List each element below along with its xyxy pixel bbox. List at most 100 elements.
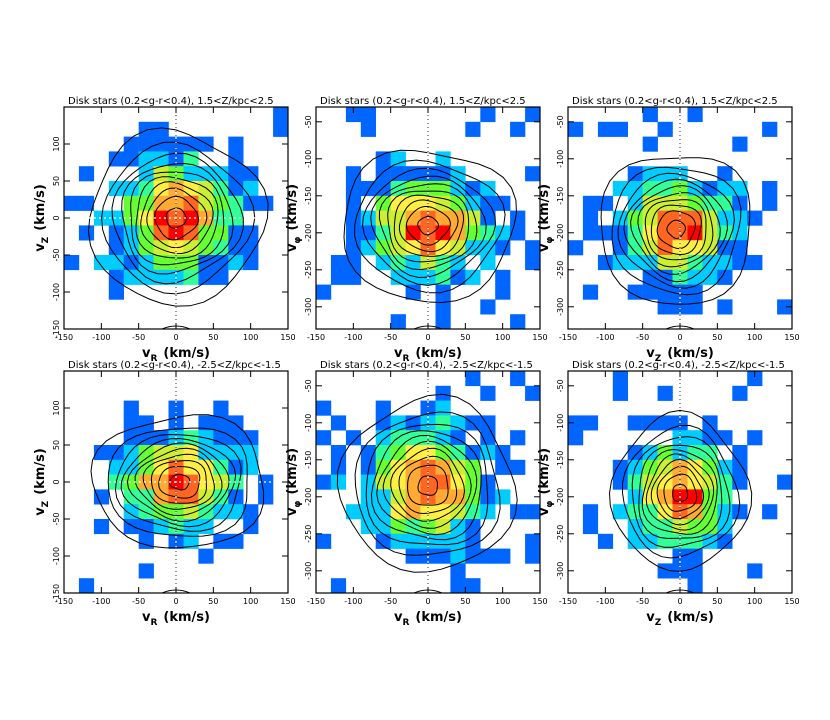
heatmap-cell — [597, 225, 614, 241]
heatmap-cell — [330, 255, 347, 271]
heatmap-cell — [345, 269, 362, 285]
heatmap-cell — [732, 210, 748, 226]
contour-line — [354, 159, 506, 294]
x-tick-label: 150 — [784, 333, 799, 342]
x-tick-label: -100 — [596, 333, 614, 342]
heatmap-cell — [375, 400, 391, 416]
heatmap-cell — [316, 533, 332, 549]
y-tick-label: -200 — [556, 488, 565, 506]
heatmap-cell — [702, 255, 718, 271]
panel-4: -150 -100 -50 0 50 100 150 -150 -100 -50 0 50 100 Dis… — [33, 360, 296, 628]
contour-line — [382, 440, 472, 529]
heatmap-cells — [316, 107, 541, 330]
heatmap-cell — [183, 136, 199, 152]
contour-lines — [90, 414, 265, 549]
heatmap-cell — [138, 240, 154, 256]
heatmap-cell — [108, 151, 124, 167]
heatmap-cell — [93, 489, 110, 505]
heatmap-cell — [330, 578, 347, 594]
x-axis-label: vZ (km/s) — [646, 346, 714, 364]
y-tick-label: 50 — [52, 440, 61, 450]
heatmap-cell — [138, 121, 154, 137]
heatmap-cell — [687, 578, 703, 594]
heatmap-cell — [405, 489, 421, 505]
heatmap-cell — [108, 240, 124, 256]
heatmap-cell — [687, 269, 703, 285]
heatmap-cell — [525, 504, 541, 520]
heatmap-cell — [153, 474, 169, 490]
heatmap-cell — [657, 240, 673, 256]
heatmap-cell — [360, 107, 376, 123]
contour-line — [398, 455, 458, 515]
heatmap-cell — [612, 459, 628, 475]
heatmap-cell — [627, 181, 643, 197]
y-tick-label: -300 — [556, 562, 565, 580]
heatmap-cell — [435, 210, 451, 226]
heatmap-cell — [360, 225, 376, 241]
heatmap-cell — [435, 181, 451, 197]
heatmap-cell — [243, 459, 259, 475]
heatmap-cell — [375, 255, 391, 271]
heatmap-cell — [183, 151, 199, 167]
x-tick-label: 100 — [243, 597, 258, 606]
contour-lines — [608, 409, 753, 572]
heatmap-cell — [375, 430, 391, 446]
x-axis-label-subscript: R — [402, 618, 409, 628]
heatmap-cell — [138, 489, 154, 505]
heatmap-cell — [510, 459, 526, 475]
heatmap-cell — [375, 533, 391, 549]
y-tick-label: -150 — [556, 451, 565, 469]
heatmap-cell — [612, 121, 628, 137]
x-tick-label: 0 — [677, 333, 682, 342]
heatmap-cell — [345, 240, 362, 256]
y-axis-label-unit: (km/s) — [537, 448, 552, 495]
heatmap-cell — [582, 415, 599, 431]
heatmap-cell — [717, 181, 733, 197]
heatmap-cell — [213, 255, 229, 271]
y-axis-label-subscript: φ — [293, 501, 303, 508]
contour-line — [407, 464, 449, 506]
contour-line — [354, 411, 501, 556]
heatmap-cell — [258, 489, 274, 505]
y-axis-label-symbol: v — [537, 243, 552, 252]
heatmap-cell — [183, 445, 199, 461]
contour-line — [370, 430, 482, 541]
heatmap-cell — [612, 255, 628, 271]
heatmap-cell — [762, 181, 778, 197]
y-tick-label: 50 — [52, 176, 61, 186]
heatmap-cell — [450, 578, 466, 594]
heatmap-cell — [687, 284, 703, 300]
heatmap-cell — [316, 430, 332, 446]
contour-line — [398, 199, 459, 253]
heatmap-cell — [687, 299, 703, 315]
heatmap-cell — [717, 255, 733, 271]
heatmap-cell — [213, 166, 229, 182]
y-tick-label: 0 — [52, 215, 61, 220]
heatmap-cell — [702, 269, 718, 285]
heatmap-cell — [657, 474, 673, 490]
y-axis-label-symbol: v — [285, 507, 300, 516]
heatmap-cell — [657, 563, 673, 579]
contour-line — [656, 210, 696, 250]
panel-title: Disk stars (0.2<g-r<0.4), 1.5<Z/kpc<2.5 — [320, 96, 526, 107]
heatmap-cell — [702, 504, 718, 520]
heatmap-cell — [108, 459, 124, 475]
heatmap-cell — [123, 195, 139, 211]
x-axis-label-subscript: Z — [655, 354, 662, 364]
panel-3: -150 -100 -50 0 50 100 150 -300 -250 -200 -150 -100… — [537, 96, 800, 364]
heatmap-cell — [525, 533, 541, 549]
heatmap-cell — [330, 415, 347, 431]
contour-line — [146, 187, 208, 249]
heatmap-cell — [465, 371, 481, 387]
heatmap-cell — [525, 166, 541, 182]
contour-lines — [600, 157, 751, 305]
heatmap-cell — [465, 533, 481, 549]
contour-line — [142, 453, 215, 510]
y-tick-label: -100 — [304, 150, 313, 168]
heatmap-cell — [123, 151, 139, 167]
heatmap-cell — [390, 195, 406, 211]
contour-line — [120, 437, 237, 528]
x-tick-label: -150 — [307, 597, 325, 606]
heatmap-cell — [612, 385, 628, 401]
heatmap-cell — [642, 136, 658, 152]
